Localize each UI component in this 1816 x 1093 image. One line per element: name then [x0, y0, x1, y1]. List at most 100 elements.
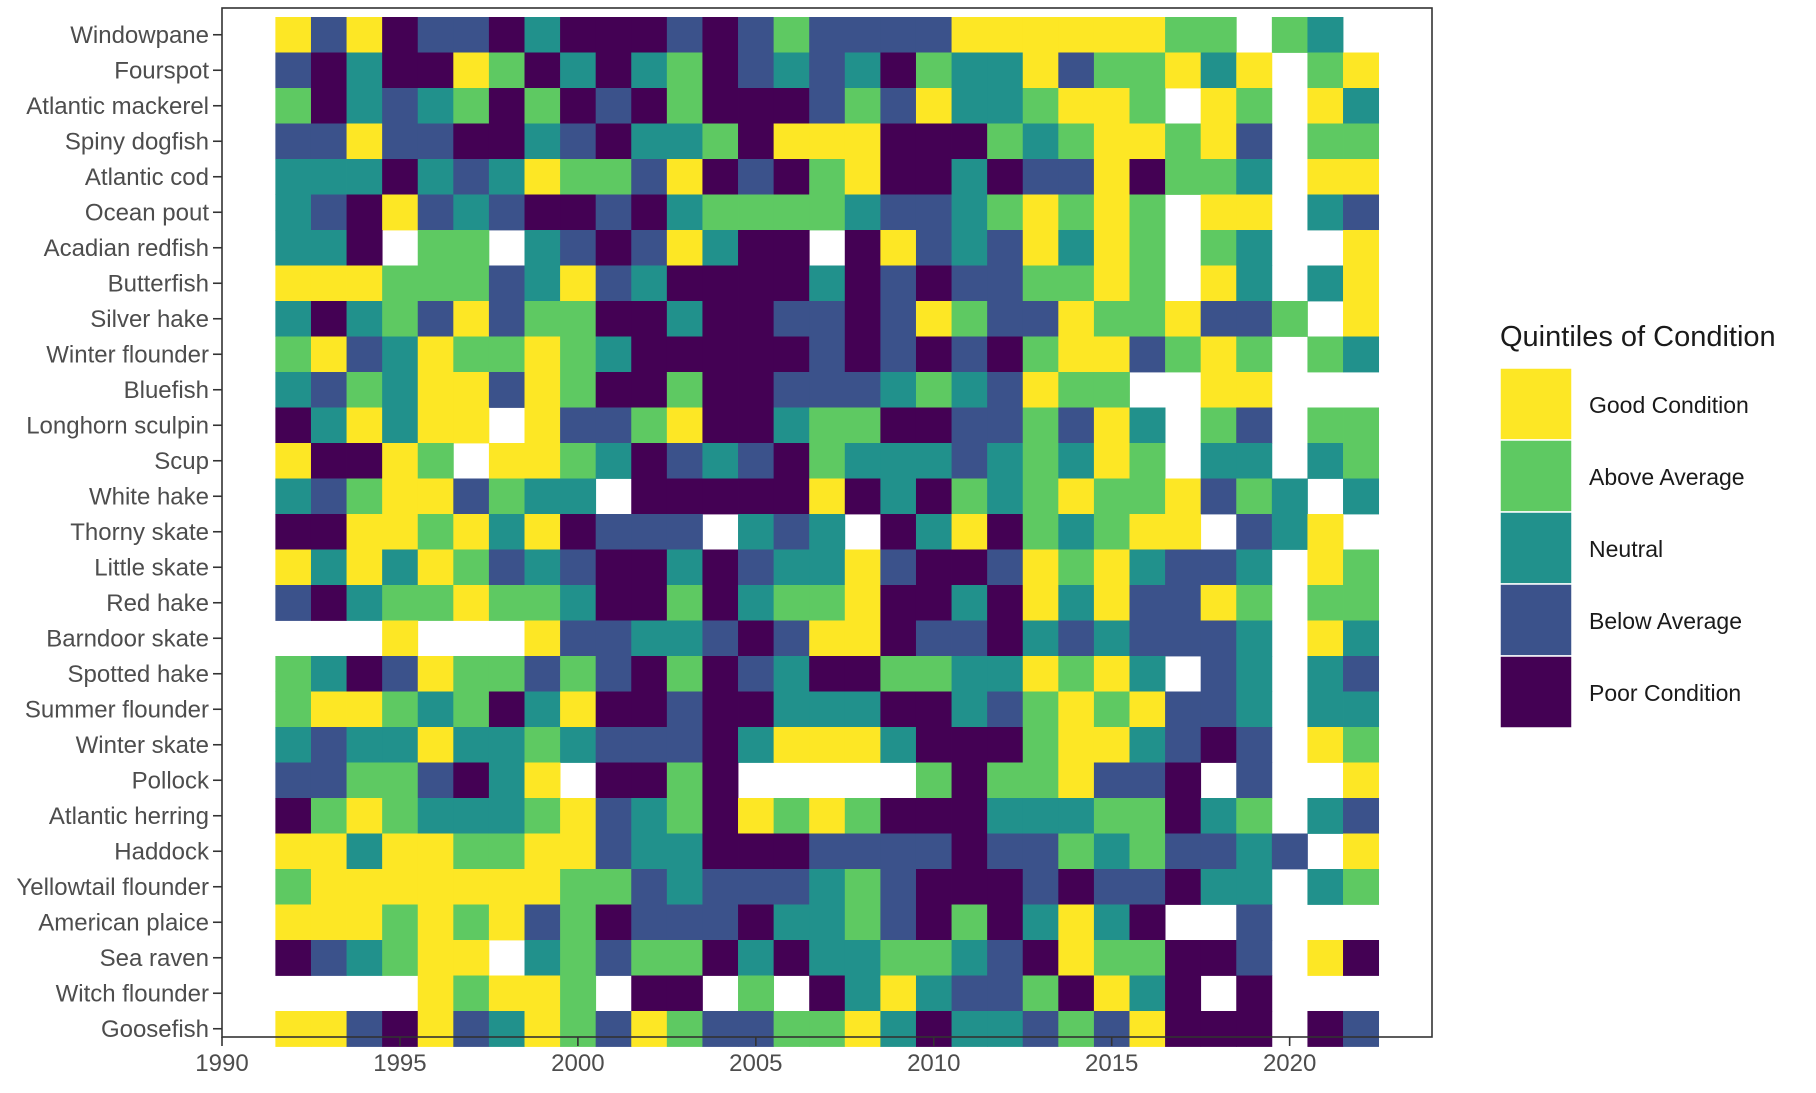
- heatmap-cell: [880, 798, 917, 834]
- heatmap-cell: [738, 656, 775, 692]
- heatmap-cell: [488, 585, 525, 621]
- heatmap-cell: [987, 17, 1024, 53]
- heatmap-cell: [631, 833, 668, 870]
- heatmap-cell: [1093, 798, 1130, 834]
- heatmap-cell: [915, 585, 952, 621]
- y-tick-label: Bluefish: [124, 377, 209, 404]
- heatmap-cell: [915, 620, 952, 657]
- heatmap-cell: [382, 691, 419, 728]
- heatmap-cell: [1058, 301, 1095, 337]
- heatmap-cell: [417, 123, 454, 160]
- heatmap-cell: [1307, 88, 1344, 124]
- heatmap-cell: [773, 869, 810, 905]
- heatmap-cell: [595, 372, 632, 408]
- heatmap-cell: [844, 336, 881, 373]
- heatmap-cell: [524, 727, 561, 763]
- heatmap-cell: [631, 88, 668, 124]
- legend-label: Good Condition: [1589, 392, 1749, 418]
- heatmap-cell: [1200, 372, 1237, 408]
- heatmap-cell: [773, 620, 810, 657]
- heatmap-cell: [1093, 443, 1130, 479]
- heatmap-cell: [1343, 620, 1380, 657]
- heatmap-cell: [275, 301, 312, 337]
- y-tick-label: Yellowtail flounder: [16, 874, 209, 901]
- heatmap-cell: [915, 798, 952, 834]
- heatmap-cell: [880, 194, 917, 231]
- heatmap-cell: [666, 904, 703, 941]
- heatmap-cells: [275, 17, 1380, 1047]
- y-tick-label: Witch flounder: [56, 980, 209, 1007]
- heatmap-cell: [1343, 833, 1380, 870]
- heatmap-cell: [275, 123, 312, 160]
- heatmap-cell: [915, 443, 952, 479]
- heatmap-cell: [453, 301, 490, 337]
- heatmap-cell: [702, 833, 739, 870]
- heatmap-cell: [773, 656, 810, 692]
- heatmap-cell: [773, 159, 810, 195]
- heatmap-cell: [987, 301, 1024, 337]
- heatmap-cell: [346, 1011, 383, 1047]
- legend-key: [1499, 583, 1573, 657]
- heatmap-cell: [1129, 194, 1166, 231]
- heatmap-cell: [951, 372, 988, 408]
- heatmap-cell: [666, 443, 703, 479]
- heatmap-cell: [524, 656, 561, 692]
- heatmap-cell: [382, 620, 419, 657]
- heatmap-cell: [1236, 372, 1273, 408]
- heatmap-cell: [310, 514, 347, 550]
- x-tick-label: 2010: [907, 1050, 960, 1077]
- y-tick-label: Atlantic herring: [49, 803, 209, 830]
- heatmap-cell: [1343, 159, 1380, 195]
- heatmap-cell: [773, 336, 810, 373]
- x-tick-label: 1990: [195, 1050, 248, 1077]
- heatmap-cell: [844, 17, 881, 53]
- heatmap-cell: [595, 336, 632, 373]
- heatmap-cell: [1165, 869, 1202, 905]
- heatmap-cell: [453, 691, 490, 728]
- heatmap-cell: [595, 52, 632, 89]
- heatmap-cell: [275, 230, 312, 266]
- heatmap-cell: [1058, 230, 1095, 266]
- heatmap-cell: [1058, 904, 1095, 941]
- heatmap-cell: [1022, 975, 1059, 1012]
- heatmap-cell: [1165, 1011, 1202, 1047]
- y-tick-label: Windowpane: [70, 22, 209, 49]
- heatmap-cell: [738, 301, 775, 337]
- heatmap-cell: [524, 159, 561, 195]
- heatmap-cell: [738, 549, 775, 586]
- heatmap-cell: [1343, 585, 1380, 621]
- heatmap-cell: [560, 407, 597, 444]
- heatmap-cell: [524, 975, 561, 1012]
- heatmap-cell: [1200, 159, 1237, 195]
- heatmap-cell: [275, 869, 312, 905]
- heatmap-cell: [1129, 691, 1166, 728]
- y-tick-label: Winter skate: [76, 732, 209, 759]
- heatmap-cell: [844, 88, 881, 124]
- heatmap-cell: [666, 372, 703, 408]
- heatmap-cell: [702, 372, 739, 408]
- heatmap-cell: [310, 194, 347, 231]
- heatmap-cell: [346, 159, 383, 195]
- heatmap-cell: [738, 194, 775, 231]
- y-tick-label: Goosefish: [101, 1016, 209, 1043]
- heatmap-cell: [1200, 336, 1237, 373]
- heatmap-cell: [382, 727, 419, 763]
- heatmap-cell: [1271, 301, 1308, 337]
- heatmap-cell: [453, 727, 490, 763]
- heatmap-cell: [310, 549, 347, 586]
- heatmap-cell: [275, 762, 312, 799]
- heatmap-cell: [1165, 691, 1202, 728]
- heatmap-cell: [524, 691, 561, 728]
- heatmap-cell: [1343, 762, 1380, 799]
- heatmap-cell: [524, 1011, 561, 1047]
- heatmap-cell: [631, 975, 668, 1012]
- heatmap-cell: [1307, 656, 1344, 692]
- heatmap-cell: [524, 407, 561, 444]
- heatmap-cell: [1165, 940, 1202, 976]
- heatmap-cell: [1058, 443, 1095, 479]
- heatmap-cell: [631, 620, 668, 657]
- heatmap-cell: [524, 833, 561, 870]
- heatmap-cell: [951, 1011, 988, 1047]
- heatmap-cell: [702, 869, 739, 905]
- heatmap-cell: [844, 443, 881, 479]
